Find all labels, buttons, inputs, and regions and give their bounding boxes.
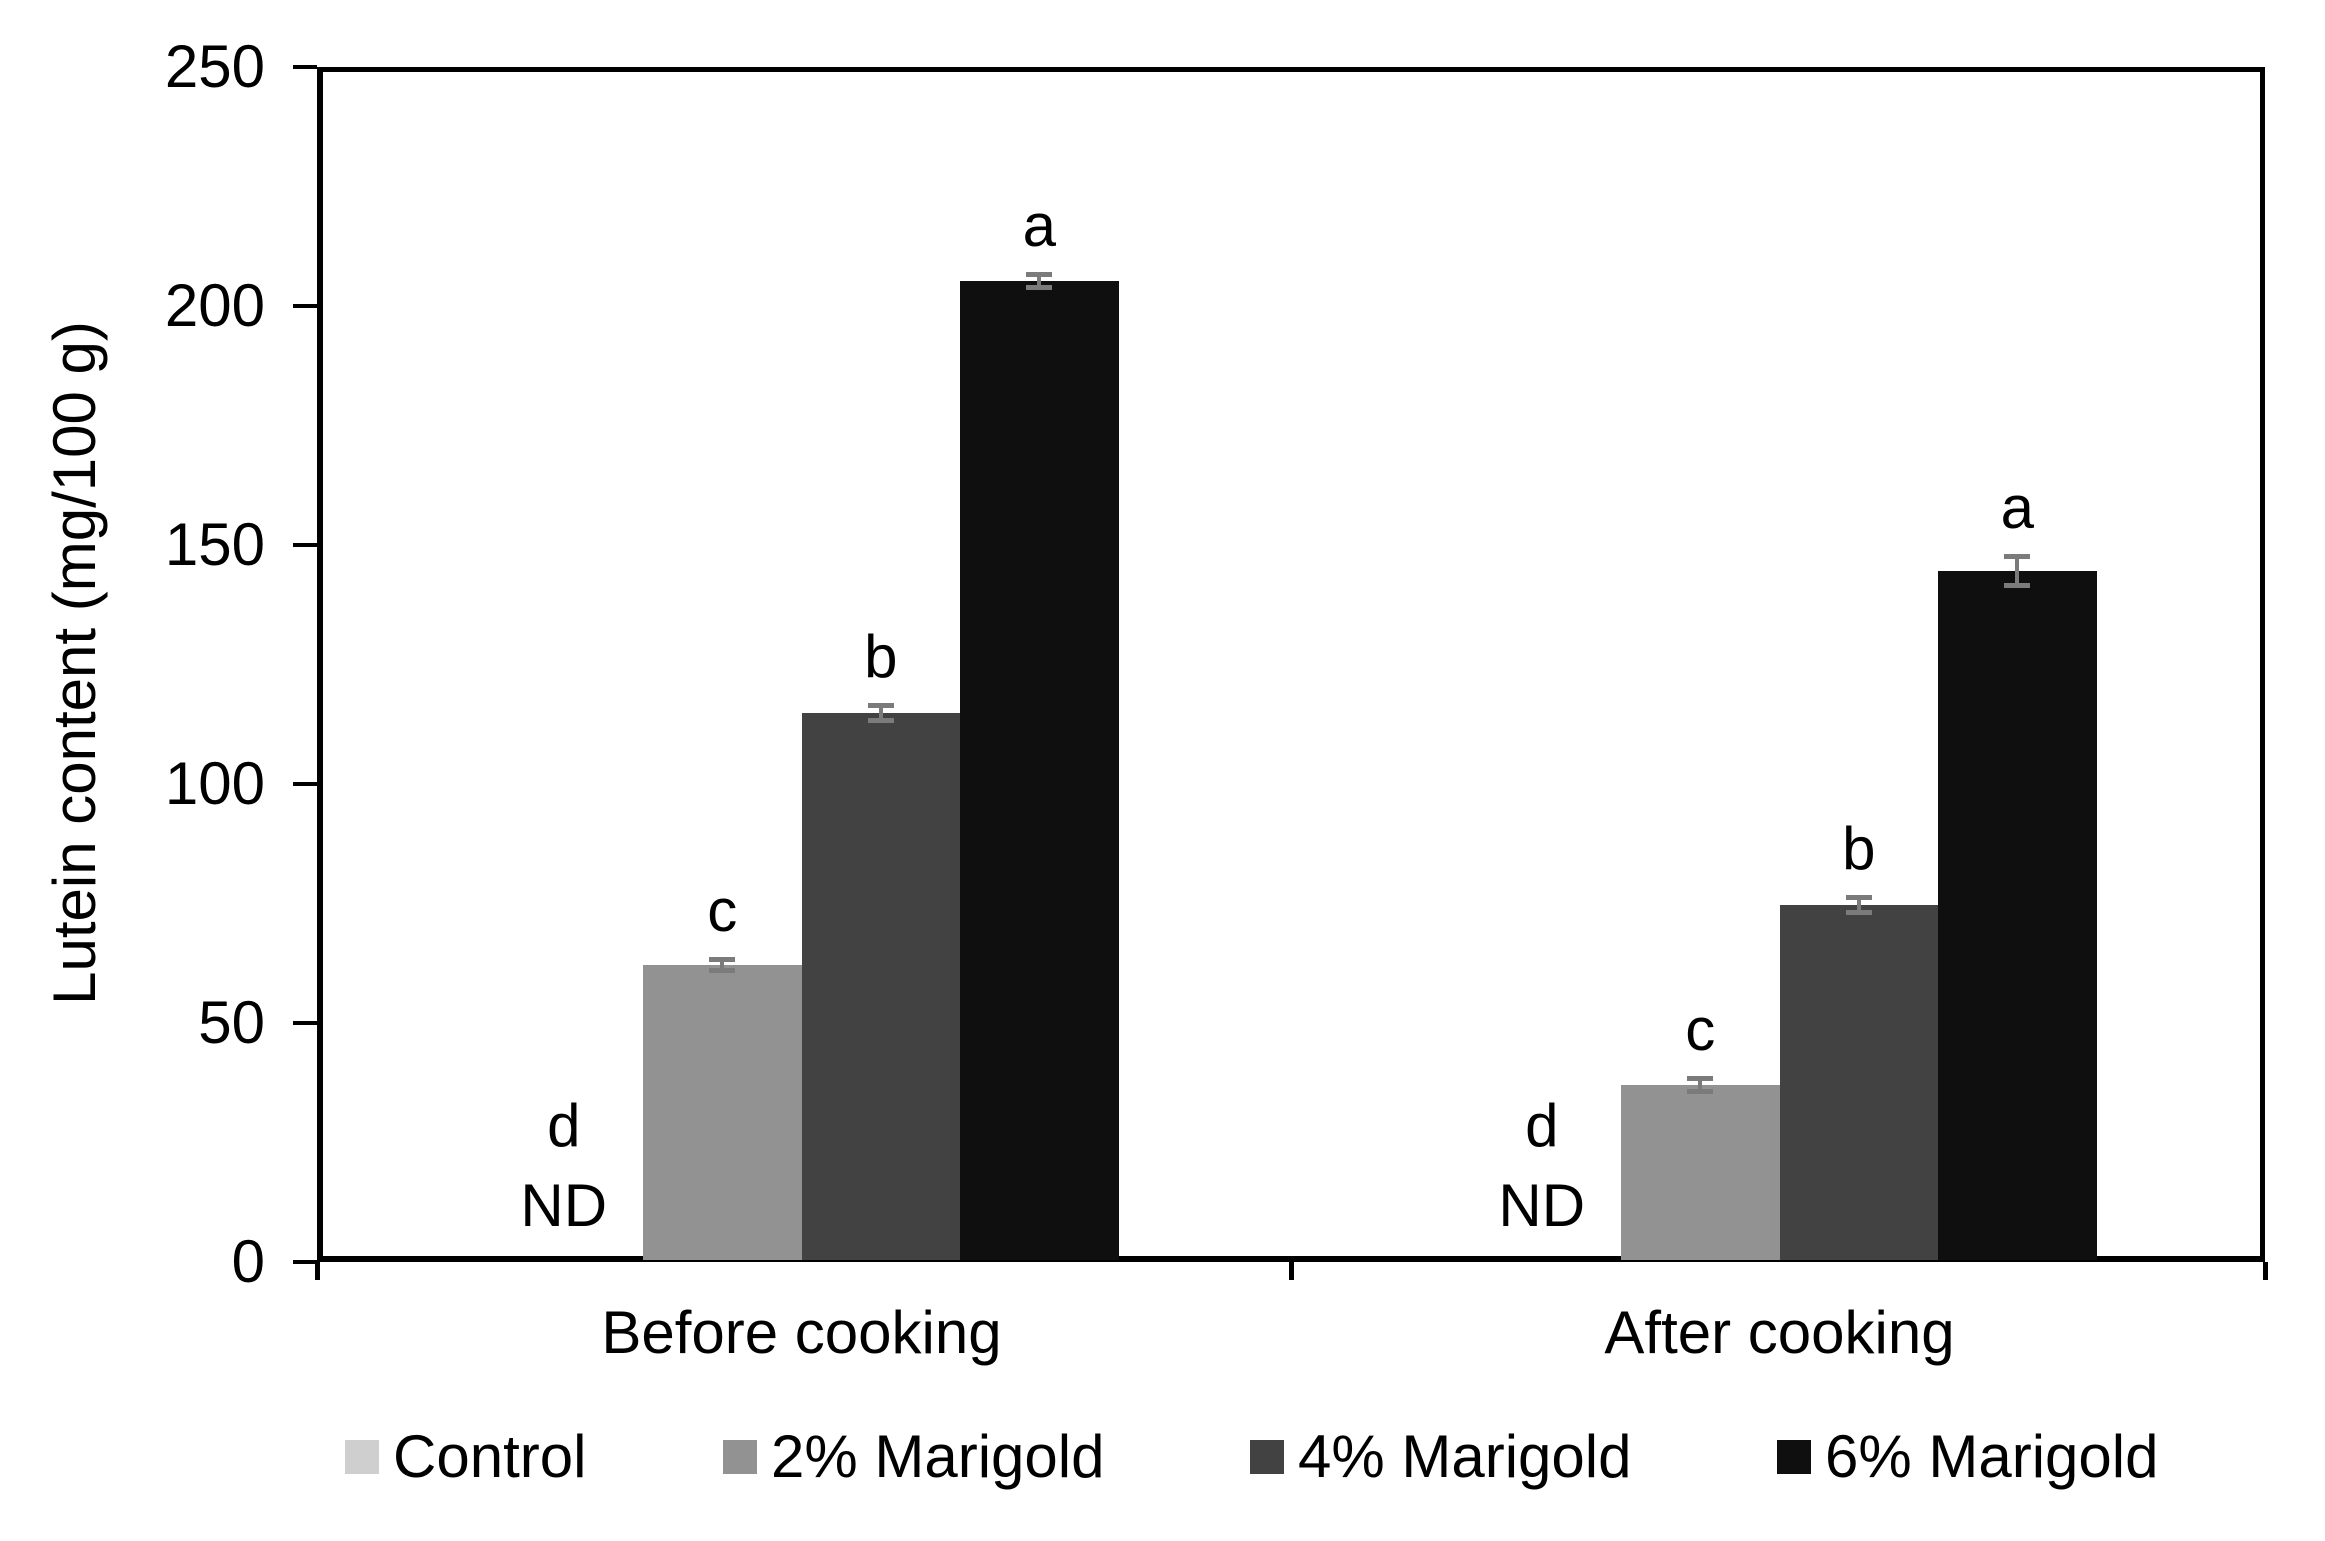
- legend-item: 2% Marigold: [723, 1423, 1105, 1490]
- legend-item: 6% Marigold: [1777, 1423, 2159, 1490]
- legend-label: Control: [393, 1423, 587, 1490]
- error-bar: [1845, 894, 1872, 916]
- y-axis-tick: [293, 65, 317, 69]
- x-axis-tick: [2262, 1262, 2268, 1280]
- y-axis-tick: [293, 1021, 317, 1025]
- error-bar: [867, 703, 894, 724]
- significance-letter: a: [1022, 191, 1056, 259]
- legend-swatch: [723, 1440, 757, 1474]
- category-label: After cooking: [1604, 1299, 1955, 1366]
- significance-letter: c: [707, 877, 738, 945]
- y-tick-label: 150: [164, 511, 265, 578]
- y-tick-label: 250: [164, 33, 265, 100]
- x-axis-tick: [314, 1262, 320, 1280]
- legend-label: 6% Marigold: [1825, 1423, 2159, 1490]
- y-axis-tick: [293, 543, 317, 547]
- x-axis-tick: [1288, 1262, 1294, 1280]
- legend-label: 4% Marigold: [1298, 1423, 1632, 1490]
- bar: [1621, 1085, 1780, 1260]
- error-bar: [1687, 1076, 1714, 1094]
- significance-letter: a: [2000, 474, 2034, 542]
- nd-label: d ND: [1498, 1092, 1586, 1239]
- bar: [801, 713, 960, 1260]
- plot-area: [317, 67, 2265, 1262]
- bar: [960, 281, 1119, 1260]
- legend-item: Control: [345, 1423, 587, 1490]
- y-axis-tick: [293, 1260, 317, 1264]
- error-bar: [1026, 271, 1053, 291]
- y-tick-label: 200: [164, 272, 265, 339]
- error-bar: [709, 957, 736, 973]
- category-label: Before cooking: [601, 1299, 1002, 1366]
- significance-letter: c: [1685, 996, 1716, 1064]
- legend-label: 2% Marigold: [771, 1423, 1105, 1490]
- legend-swatch: [1777, 1440, 1811, 1474]
- legend-swatch: [345, 1440, 379, 1474]
- legend-item: 4% Marigold: [1250, 1423, 1632, 1490]
- significance-letter: b: [1842, 814, 1876, 882]
- y-tick-label: 0: [231, 1228, 265, 1295]
- y-tick-label: 100: [164, 750, 265, 817]
- error-bar: [2004, 554, 2031, 589]
- nd-label: d ND: [520, 1092, 608, 1239]
- bar: [643, 965, 802, 1260]
- bar: [1779, 904, 1938, 1260]
- y-axis-tick: [293, 304, 317, 308]
- bar: [1938, 571, 2097, 1260]
- legend-swatch: [1250, 1440, 1284, 1474]
- significance-letter: b: [864, 623, 898, 690]
- y-axis-tick: [293, 782, 317, 786]
- y-tick-label: 50: [198, 989, 265, 1056]
